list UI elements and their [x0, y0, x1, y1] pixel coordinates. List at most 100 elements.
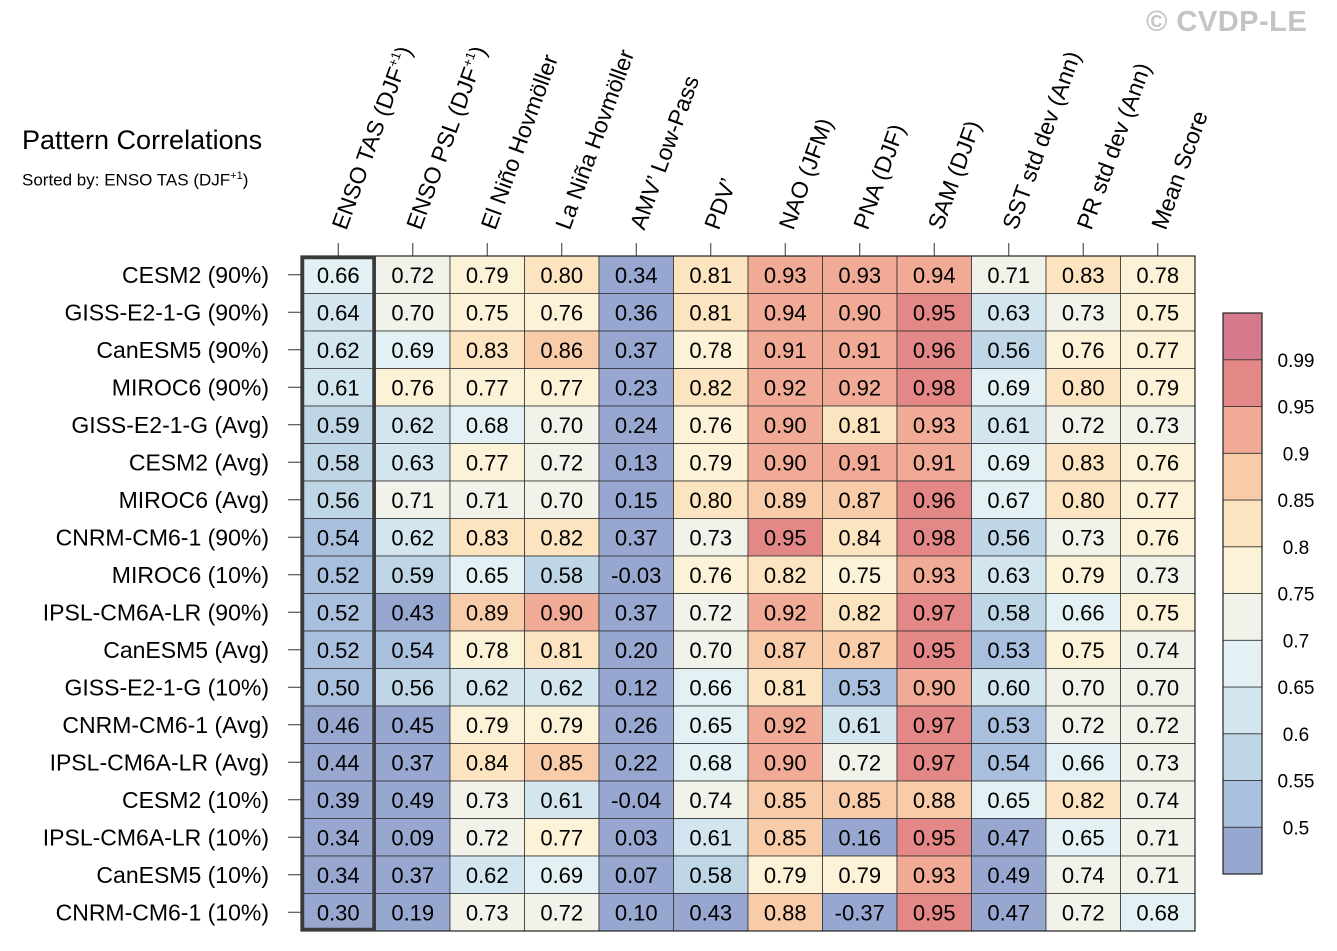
- cell-value-label: 0.59: [391, 563, 434, 588]
- cell-value-label: 0.71: [391, 488, 434, 513]
- cell-value-label: 0.70: [1062, 675, 1105, 700]
- cell-value-label: 0.92: [764, 600, 807, 625]
- cell-value-label: 0.77: [1136, 488, 1179, 513]
- heatmap-cell: [524, 705, 600, 744]
- cell-value-label: 0.79: [540, 713, 583, 738]
- heatmap-cell: [1045, 518, 1121, 557]
- heatmap-cell: [896, 555, 972, 594]
- cell-value-label: 0.77: [466, 375, 509, 400]
- colorbar-label: 0.9: [1283, 444, 1309, 465]
- cell-value-label: 0.59: [317, 413, 360, 438]
- cell-value-label: 0.74: [1062, 863, 1105, 888]
- cell-value-label: 0.72: [1062, 900, 1105, 925]
- colorbar-label: 0.75: [1278, 585, 1315, 606]
- column-label-superscript: +1: [459, 50, 478, 69]
- cell-value-label: 0.87: [764, 638, 807, 663]
- heatmap-cell: [300, 668, 376, 707]
- heatmap-cell: [1045, 668, 1121, 707]
- heatmap-cell: [300, 743, 376, 782]
- heatmap-cell: [375, 593, 451, 632]
- heatmap-cell: [747, 443, 823, 482]
- heatmap-cell: [449, 743, 525, 782]
- cell-value-label: 0.58: [689, 863, 732, 888]
- cell-value-label: 0.75: [466, 300, 509, 325]
- row-label: IPSL-CM6A-LR (Avg): [50, 749, 269, 775]
- colorbar-label: 0.95: [1278, 398, 1315, 419]
- heatmap-cell: [971, 518, 1047, 557]
- cell-value-label: -0.04: [611, 788, 661, 813]
- cell-value-label: 0.69: [391, 338, 434, 363]
- cell-value-label: 0.86: [540, 338, 583, 363]
- cell-value-label: 0.77: [540, 375, 583, 400]
- cell-value-label: 0.58: [317, 450, 360, 475]
- cell-value-label: 0.72: [540, 450, 583, 475]
- cell-value-label: 0.83: [1062, 263, 1105, 288]
- cell-value-label: 0.66: [317, 263, 360, 288]
- cell-value-label: 0.84: [466, 750, 509, 775]
- row-label: MIROC6 (Avg): [119, 487, 269, 513]
- cell-value-label: 0.49: [987, 863, 1030, 888]
- cell-value-label: 0.34: [317, 863, 360, 888]
- heatmap-cell: [598, 668, 674, 707]
- cell-value-label: 0.95: [913, 638, 956, 663]
- cell-value-label: 0.43: [689, 900, 732, 925]
- watermark: © CVDP-LE: [1146, 6, 1308, 38]
- cell-value-label: 0.73: [1136, 413, 1179, 438]
- heatmap-cell: [1120, 518, 1196, 557]
- cell-value-label: 0.91: [913, 450, 956, 475]
- column-label: SAM (DJF): [923, 117, 986, 233]
- colorbar-label: 0.5: [1283, 818, 1309, 839]
- cell-value-label: 0.72: [466, 825, 509, 850]
- cell-value-label: 0.73: [466, 788, 509, 813]
- heatmap-cell: [598, 893, 674, 932]
- colorbar-swatch: [1222, 359, 1263, 407]
- column-label: PDV’: [699, 175, 741, 233]
- cell-value-label: 0.73: [1062, 525, 1105, 550]
- heatmap-cell: [375, 818, 451, 857]
- cell-value-label: 0.76: [540, 300, 583, 325]
- cell-value-label: 0.49: [391, 788, 434, 813]
- heatmap-cell: [896, 330, 972, 369]
- cell-value-label: 0.15: [615, 488, 658, 513]
- cell-value-label: 0.85: [838, 788, 881, 813]
- cell-value-label: 0.69: [540, 863, 583, 888]
- cell-value-label: 0.68: [1136, 900, 1179, 925]
- cell-value-label: 0.79: [466, 713, 509, 738]
- cell-value-label: 0.72: [1062, 713, 1105, 738]
- heatmap-cell: [896, 593, 972, 632]
- heatmap-cell: [971, 630, 1047, 669]
- cell-value-label: 0.62: [317, 338, 360, 363]
- cell-value-label: 0.82: [689, 375, 732, 400]
- heatmap-cell: [971, 893, 1047, 932]
- heatmap-cell: [1120, 480, 1196, 519]
- cell-value-label: 0.88: [913, 788, 956, 813]
- column-label-text: ENSO TAS (DJF: [327, 64, 410, 233]
- heatmap-cell: [896, 668, 972, 707]
- cell-value-label: 0.77: [466, 450, 509, 475]
- cell-value-label: 0.93: [838, 263, 881, 288]
- subtitle-text: Sorted by: ENSO TAS (DJF: [22, 170, 231, 190]
- cell-value-label: 0.96: [913, 338, 956, 363]
- cell-value-label: 0.82: [540, 525, 583, 550]
- colorbar-swatch: [1222, 826, 1263, 875]
- cell-value-label: 0.77: [1136, 338, 1179, 363]
- heatmap-cell: [449, 893, 525, 932]
- row-label: GISS-E2-1-G (10%): [65, 674, 270, 700]
- heatmap-cell: [896, 255, 972, 294]
- cell-value-label: 0.37: [615, 600, 658, 625]
- heatmap-cell: [300, 893, 376, 932]
- cell-value-label: 0.36: [615, 300, 658, 325]
- heatmap-cell: [822, 818, 898, 857]
- cell-value-label: 0.72: [838, 750, 881, 775]
- heatmap-cell: [449, 293, 525, 332]
- cell-value-label: 0.53: [987, 638, 1030, 663]
- cell-value-label: 0.89: [466, 600, 509, 625]
- heatmap-cell: [1045, 855, 1121, 894]
- cell-value-label: 0.91: [838, 338, 881, 363]
- heatmap-cell: [822, 443, 898, 482]
- colorbar-label: 0.7: [1283, 631, 1309, 652]
- column-label-text: La Niña Hovmöller: [550, 46, 639, 233]
- cell-value-label: 0.73: [689, 525, 732, 550]
- heatmap-cell: [524, 405, 600, 444]
- heatmap-cell: [822, 893, 898, 932]
